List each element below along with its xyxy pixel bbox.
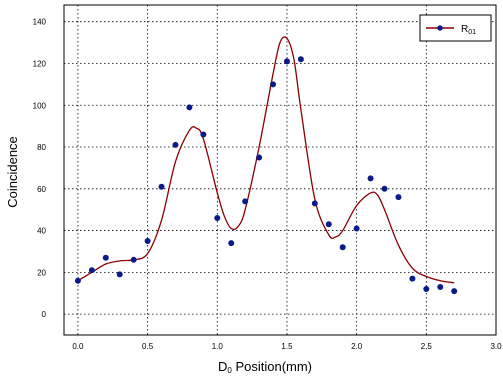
- y-tick-label: 80: [37, 143, 46, 152]
- y-tick-label: 100: [33, 101, 47, 110]
- data-point: [409, 275, 416, 282]
- data-point: [214, 215, 221, 222]
- legend-label: R01: [461, 24, 476, 36]
- data-point: [158, 183, 165, 190]
- x-tick-label: 1.0: [212, 342, 224, 351]
- x-tick-label: 0.5: [142, 342, 154, 351]
- data-point: [451, 288, 458, 295]
- plot-area: [63, 4, 497, 336]
- data-points-layer: [74, 56, 458, 295]
- data-point: [102, 254, 109, 261]
- data-point: [367, 175, 374, 182]
- data-point: [353, 225, 360, 232]
- x-tick-label: 2.5: [421, 342, 433, 351]
- y-tick-label: 0: [42, 310, 47, 319]
- data-point: [311, 200, 318, 207]
- data-point: [270, 81, 277, 88]
- data-point: [437, 283, 444, 290]
- data-point: [423, 286, 430, 293]
- legend: R01: [419, 14, 492, 42]
- fit-line: [77, 36, 455, 284]
- x-tick-label: 1.5: [281, 342, 293, 351]
- data-point: [297, 56, 304, 63]
- data-point: [116, 271, 123, 278]
- data-point: [395, 194, 402, 201]
- y-tick-label: 60: [37, 185, 46, 194]
- legend-box: [419, 14, 492, 42]
- y-tick-label: 120: [33, 59, 47, 68]
- x-tick-labels: 0.0 0.5 1.0 1.5 2.0 2.5 3.0: [72, 342, 502, 351]
- data-point: [144, 238, 151, 245]
- y-tick-label: 140: [33, 18, 47, 27]
- x-tick-label: 2.0: [351, 342, 363, 351]
- data-point: [283, 58, 290, 65]
- x-axis-label: D0 Position(mm): [218, 359, 312, 375]
- data-point: [186, 104, 193, 111]
- data-point: [74, 277, 81, 284]
- legend-marker-swatch: [437, 25, 443, 31]
- x-tick-label: 0.0: [72, 342, 84, 351]
- data-point: [256, 154, 263, 161]
- data-point: [339, 244, 346, 251]
- data-point: [172, 141, 179, 148]
- data-point: [242, 198, 249, 205]
- y-axis-label: Coincidence: [5, 136, 20, 208]
- y-tick-label: 20: [37, 268, 46, 277]
- data-point: [200, 131, 207, 138]
- data-point: [228, 240, 235, 247]
- fit-line-layer: [77, 36, 455, 284]
- data-point: [325, 221, 332, 228]
- data-point: [130, 256, 137, 263]
- y-tick-label: 40: [37, 227, 46, 236]
- y-tick-labels: 0 20 40 60 80 100 120 140: [33, 18, 47, 319]
- data-point: [381, 185, 388, 192]
- x-tick-label: 3.0: [490, 342, 502, 351]
- grid: [64, 5, 496, 335]
- data-point: [88, 267, 95, 274]
